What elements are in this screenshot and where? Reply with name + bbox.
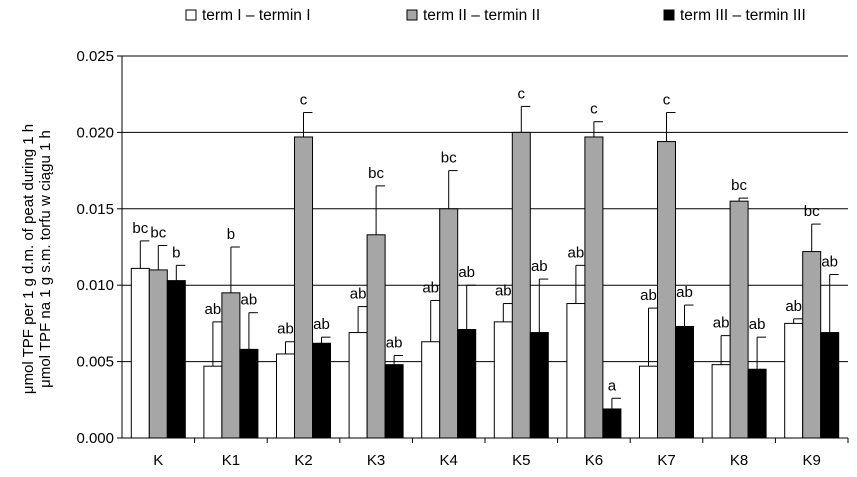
bar xyxy=(566,303,586,439)
significance-label: ab xyxy=(568,244,585,261)
bars xyxy=(130,105,840,439)
significance-label: ab xyxy=(458,264,475,281)
y-tick-label: 0.025 xyxy=(76,48,114,65)
significance-label: c xyxy=(590,101,598,118)
significance-label: ab xyxy=(386,334,403,351)
significance-label: ab xyxy=(495,283,512,300)
significance-label: ab xyxy=(676,284,693,301)
significance-label: b xyxy=(172,244,180,261)
significance-label: bc xyxy=(368,165,384,182)
y-axis-title-line-2: μmol TPF na 1 g s.m. torfu w ciągu 1 h xyxy=(37,130,54,388)
significance-label: bc xyxy=(150,224,166,241)
bar xyxy=(529,332,549,439)
significance-label: b xyxy=(227,226,235,243)
bar xyxy=(348,332,368,439)
significance-label: ab xyxy=(313,316,330,333)
bar xyxy=(784,322,804,439)
significance-label: c xyxy=(518,85,526,102)
bar xyxy=(711,364,731,439)
bar xyxy=(820,332,840,439)
significance-label: ab xyxy=(277,321,294,338)
bar xyxy=(148,269,168,439)
bar xyxy=(130,267,150,439)
y-axis-title-line-1: μmol TPF per 1 g d.m. of peat during 1 h xyxy=(20,124,37,394)
legend-swatch xyxy=(185,9,197,21)
bar xyxy=(421,341,441,439)
significance-label: ab xyxy=(749,316,766,333)
bar xyxy=(294,136,313,439)
significance-labels: bc bcbabbababcababbcababbcababcababcaabca… xyxy=(132,85,838,394)
significance-label: bc xyxy=(731,177,747,194)
x-tick-label: K3 xyxy=(367,452,385,469)
bar xyxy=(639,365,658,439)
legend-swatch xyxy=(663,9,675,21)
x-tick-labels: K K1 K2 K3 K4 K5 K6 K7 K8 K9 xyxy=(153,438,849,469)
bar xyxy=(675,325,694,439)
bar xyxy=(729,200,749,439)
y-tick-label: 0.015 xyxy=(76,201,114,218)
significance-label: c xyxy=(663,92,671,109)
x-tick-label: K9 xyxy=(803,452,821,469)
significance-label: ab xyxy=(422,279,439,296)
significance-label: ab xyxy=(205,301,222,318)
significance-label: ab xyxy=(713,315,730,332)
bar xyxy=(384,364,404,439)
y-tick-label: 0.010 xyxy=(76,277,114,294)
x-tick-label: K2 xyxy=(294,452,312,469)
y-tick-labels: 0.000 0.005 0.010 0.015 0.020 0.025 xyxy=(76,48,122,447)
bar xyxy=(366,234,386,439)
y-tick-label: 0.020 xyxy=(76,124,114,141)
bar xyxy=(312,342,331,439)
significance-label: bc xyxy=(804,203,820,220)
bar xyxy=(802,251,822,439)
bar xyxy=(221,292,241,439)
bar xyxy=(276,353,295,439)
gridlines xyxy=(122,55,848,363)
bar xyxy=(439,208,459,439)
significance-label: bc xyxy=(441,150,457,167)
bar xyxy=(657,141,676,439)
x-tick-label: K1 xyxy=(222,452,240,469)
bar xyxy=(239,348,259,439)
bar xyxy=(602,408,622,439)
x-tick-label: K5 xyxy=(512,452,530,469)
x-tick-label: K xyxy=(153,452,163,469)
significance-label: ab xyxy=(821,254,838,271)
bar xyxy=(457,329,477,439)
y-tick-label: 0.005 xyxy=(76,354,114,371)
significance-label: ab xyxy=(531,258,548,275)
significance-label: ab xyxy=(241,292,258,309)
bar xyxy=(166,280,186,439)
bar xyxy=(511,131,531,439)
legend-label: term I – termin I xyxy=(202,7,311,24)
legend-label: term II – termin II xyxy=(423,7,540,24)
significance-label: a xyxy=(608,377,617,394)
legend: term I – termin I term II – termin II term… xyxy=(185,7,806,24)
significance-label: bc xyxy=(132,220,148,237)
legend-label: term III – termin III xyxy=(680,7,806,24)
bar xyxy=(203,365,223,439)
bar xyxy=(584,136,604,439)
significance-label: ab xyxy=(785,298,802,315)
x-tick-label: K7 xyxy=(657,452,675,469)
significance-label: ab xyxy=(640,287,657,304)
x-tick-label: K8 xyxy=(730,452,748,469)
x-tick-label: K4 xyxy=(440,452,458,469)
bar xyxy=(493,321,513,439)
significance-label: ab xyxy=(350,286,367,303)
y-tick-label: 0.000 xyxy=(76,430,114,447)
bar xyxy=(747,368,767,439)
y-axis-title: μmol TPF per 1 g d.m. of peat during 1 h… xyxy=(20,124,54,394)
legend-swatch xyxy=(406,9,418,21)
significance-label: c xyxy=(300,92,308,109)
x-tick-label: K6 xyxy=(585,452,603,469)
